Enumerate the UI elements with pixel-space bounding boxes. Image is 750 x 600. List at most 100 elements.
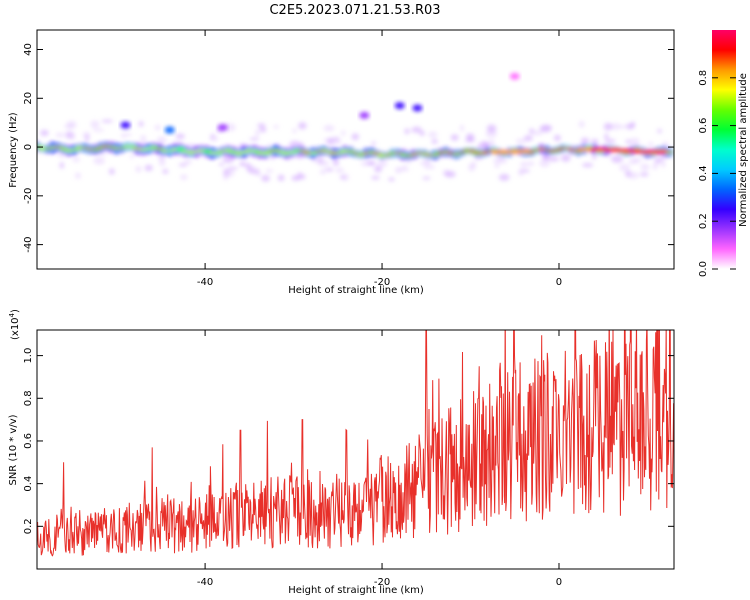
heatmap-halo [108,168,115,175]
heatmap-frame [36,29,675,270]
heatmap-halo [611,155,624,164]
heatmap-core [522,149,531,154]
heatmap-y-tick-label: -20 [23,188,34,204]
heatmap-halo [82,131,91,139]
heatmap-halo [419,130,425,137]
heatmap-halo [292,128,297,134]
heatmap-halo [298,142,304,148]
heatmap-halo [377,159,388,168]
heatmap-core [652,149,661,154]
heatmap-halo [662,141,669,148]
heatmap-halo [277,174,285,182]
heatmap-y-tick-label: 20 [23,92,34,105]
heatmap-halo [542,155,549,161]
snr-y-axis-label: SNR (10 * v/v) [8,414,19,485]
heatmap-halo [604,139,616,144]
heatmap-halo [335,167,345,173]
heatmap-core [503,149,512,154]
heatmap-halo [654,158,663,162]
heatmap-cell [117,147,127,149]
colorbar-tick-label: 0.4 [698,165,709,181]
snr-multiplier-exp: 4 [8,312,16,317]
heatmap-halo [422,176,431,180]
heatmap-halo [553,134,561,142]
heatmap-halo [162,169,169,174]
snr-y-ticks: 0.2 0.4 0.6 0.8 1.0 [23,348,674,534]
heatmap-cell [441,150,451,153]
heatmap-core [584,147,593,152]
heatmap-halo [468,163,476,172]
heatmap-core [491,149,500,154]
heatmap-halo [291,175,301,181]
heatmap-cell [96,146,106,149]
heatmap-halo [639,172,649,177]
heatmap-halo [93,156,105,165]
heatmap-blob [217,124,228,132]
heatmap-content [37,72,674,182]
heatmap-cell [323,150,334,153]
heatmap-cell [180,150,191,153]
heatmap-core [590,147,599,152]
heatmap-core [639,149,648,154]
heatmap-halo [627,172,639,179]
snr-x-ticks: -40 -20 0 [197,330,562,588]
heatmap-halo [419,161,431,166]
heatmap-halo [159,160,166,167]
heatmap-cell [452,153,460,155]
heatmap-cell [356,153,366,156]
heatmap-halo [603,122,613,131]
heatmap-halo [527,161,535,167]
heatmap-cell [271,149,281,152]
heatmap-halo [580,137,590,145]
heatmap-cell [530,149,542,152]
heatmap-y-ticks: -40 -20 0 20 40 [23,43,674,253]
heatmap-halo [351,133,360,141]
heatmap-halo [431,138,438,144]
heatmap-halo [90,120,100,129]
heatmap-cell [309,152,318,154]
heatmap-cell [251,150,258,152]
heatmap-cell [298,150,307,152]
heatmap-halo [121,132,127,139]
heatmap-x-ticks: -40 -20 0 [197,30,562,288]
heatmap-halo [331,137,342,145]
heatmap-cell [547,150,557,153]
heatmap-cell [170,148,180,151]
heatmap-blob [412,104,423,112]
heatmap-halo [184,159,192,165]
heatmap-halo [341,130,346,136]
heatmap-halo [411,126,422,133]
heatmap-halo [125,132,132,137]
heatmap-halo [55,132,65,138]
heatmap-cell [282,152,291,155]
heatmap-halo [498,173,510,181]
heatmap-halo [374,165,383,173]
heatmap-halo [618,125,627,129]
heatmap-halo [255,173,262,177]
heatmap-halo [98,151,108,156]
heatmap-halo [227,166,239,170]
heatmap-blob [120,121,131,129]
heatmap-halo [560,154,571,162]
heatmap-cell [541,149,552,151]
heatmap-cell [53,146,63,148]
heatmap-halo [265,169,274,173]
heatmap-halo [72,157,81,163]
heatmap-panel: -40 -20 0 -40 -20 0 20 40 Height of straight l… [8,29,675,296]
heatmap-cell [90,148,101,151]
heatmap-cell [366,151,377,153]
heatmap-halo [488,139,495,144]
heatmap-halo [578,120,585,128]
heatmap-cell [228,151,239,153]
heatmap-core [516,149,525,154]
heatmap-halo [101,119,113,123]
heatmap-halo [129,154,134,159]
heatmap-cell [208,151,216,155]
heatmap-halo [371,141,376,145]
heatmap-core [658,149,667,154]
heatmap-halo [138,121,144,127]
heatmap-halo [465,133,475,141]
heatmap-halo [144,164,153,172]
heatmap-cell [260,151,270,155]
snr-frame [36,329,675,570]
